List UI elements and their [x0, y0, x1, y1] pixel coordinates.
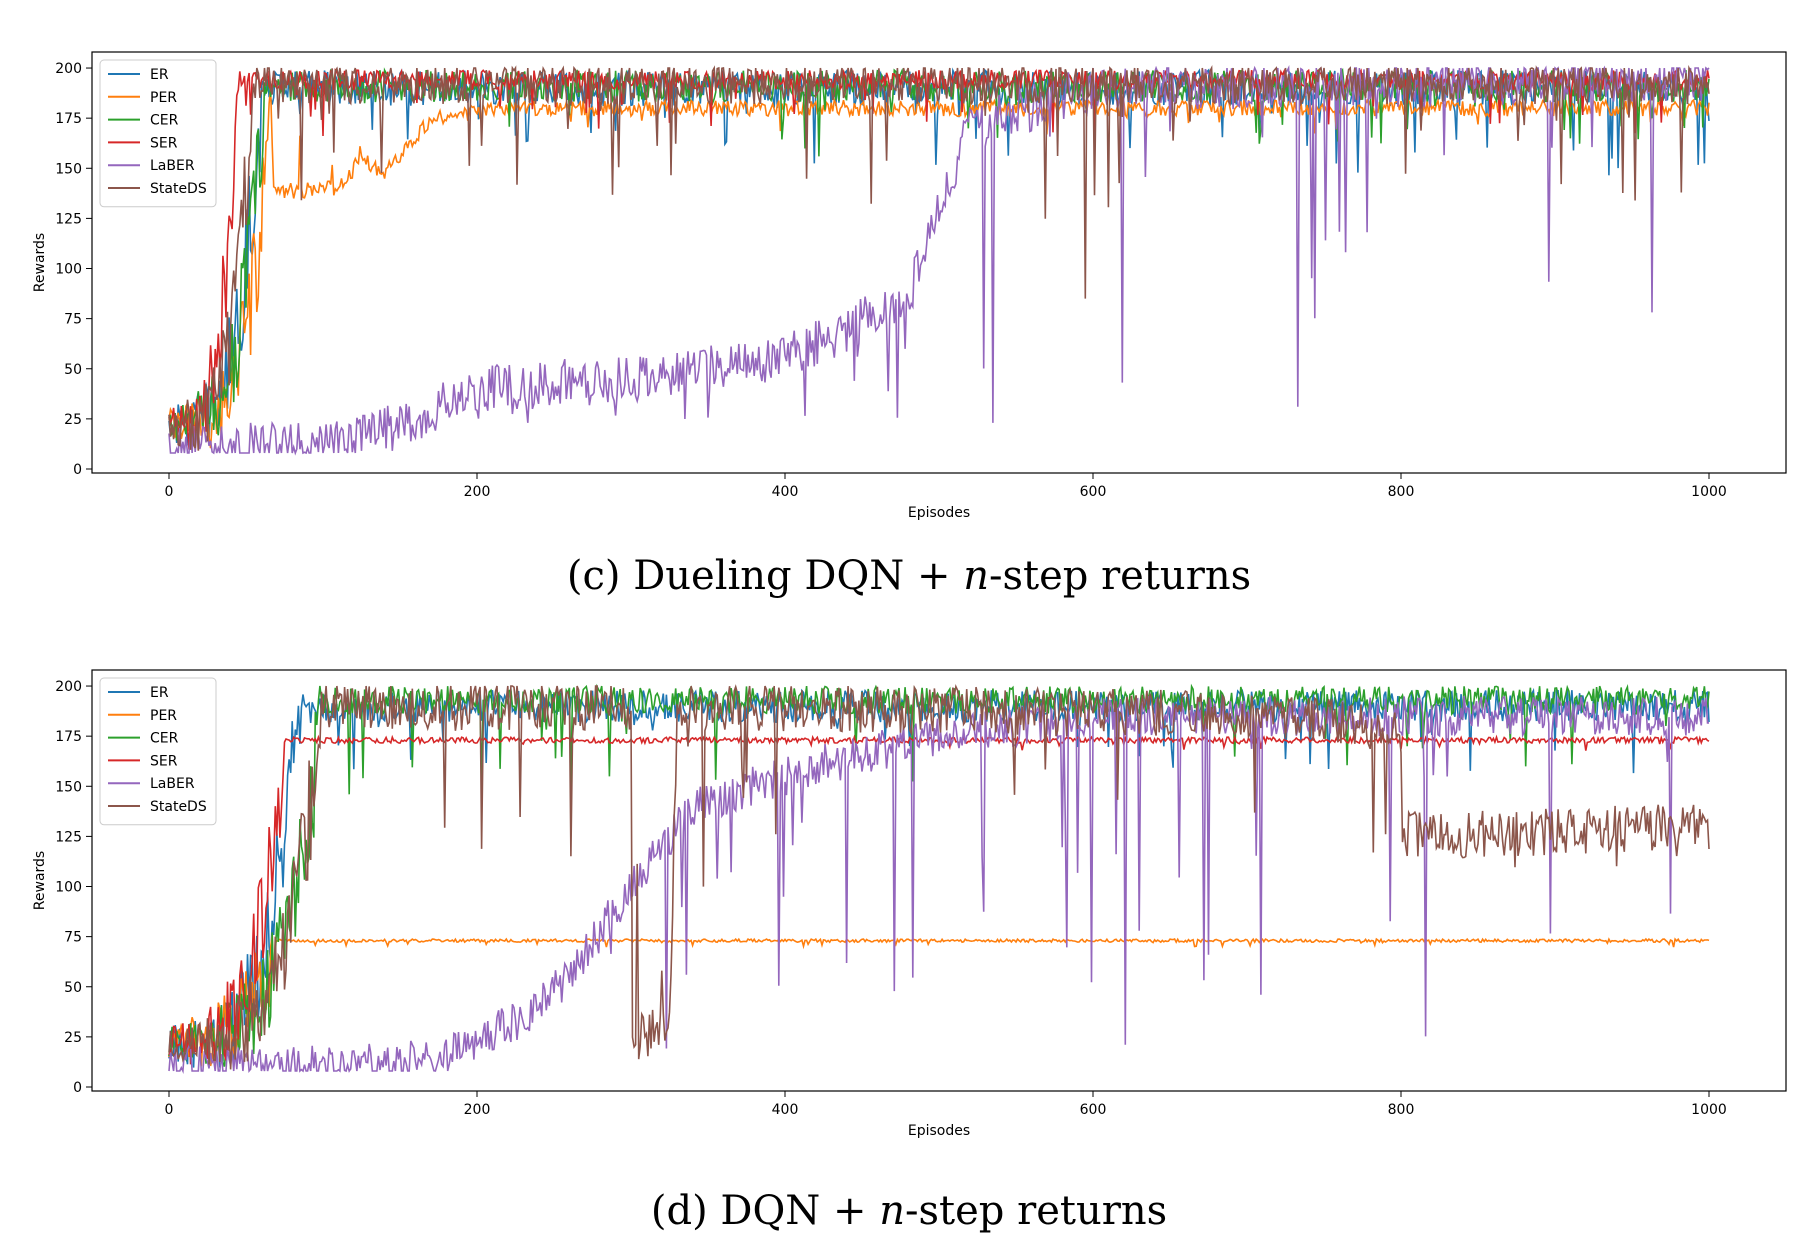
x-tick-label: 400 — [772, 484, 799, 500]
legend-label-stateds: StateDS — [150, 181, 207, 197]
caption-d: (d) DQN + n-step returns — [0, 1188, 1818, 1234]
y-tick-label: 75 — [64, 312, 82, 328]
x-tick-label: 0 — [165, 1102, 174, 1118]
legend-label-cer: CER — [150, 113, 179, 129]
y-axis-title: Rewards — [32, 851, 48, 910]
series-line-per — [168, 87, 1710, 449]
x-tick-label: 800 — [1388, 484, 1415, 500]
caption-c: (c) Dueling DQN + n-step returns — [0, 553, 1818, 599]
y-tick-label: 200 — [55, 61, 82, 77]
caption-d-prefix: (d) DQN + — [650, 1188, 880, 1234]
caption-d-italic: n — [879, 1188, 905, 1234]
x-tick-label: 200 — [464, 484, 491, 500]
y-tick-label: 100 — [55, 880, 82, 896]
legend-label-stateds: StateDS — [150, 799, 207, 815]
x-tick-label: 800 — [1388, 1102, 1415, 1118]
series-line-cer — [168, 67, 1710, 447]
y-tick-label: 175 — [55, 111, 82, 127]
caption-c-prefix: (c) Dueling DQN + — [566, 553, 964, 599]
y-tick-label: 25 — [64, 1030, 82, 1046]
series-line-per — [168, 934, 1710, 1067]
legend-label-ser: SER — [150, 135, 178, 151]
caption-d-suffix: -step returns — [904, 1188, 1168, 1234]
y-tick-label: 125 — [55, 829, 82, 845]
chart-panel-d: 0 200 400 600 800 1000 0 25 50 75 100 125 150 175 200 E… — [0, 618, 1818, 1236]
y-tick-label: 150 — [55, 779, 82, 795]
legend: ER PER CER SER LaBER StateDS — [99, 59, 217, 208]
legend-label-er: ER — [150, 67, 169, 83]
legend: ER PER CER SER LaBER StateDS — [99, 677, 217, 826]
plot-area — [168, 683, 1710, 1075]
legend-label-per: PER — [150, 90, 177, 106]
series-line-cer — [168, 683, 1710, 1067]
x-tick-label: 1000 — [1691, 484, 1727, 500]
y-tick-label: 0 — [73, 462, 82, 478]
caption-c-italic: n — [963, 553, 989, 599]
chart-panel-c: 0 200 400 600 800 1000 0 25 50 75 100 125 150 175 200 E… — [0, 51, 1818, 599]
x-axis-title: Episodes — [908, 1123, 970, 1139]
legend-label-per: PER — [150, 708, 177, 724]
x-tick-label: 400 — [772, 1102, 799, 1118]
y-tick-label: 25 — [64, 412, 82, 428]
series-line-ser — [168, 734, 1710, 1065]
x-tick-label: 600 — [1080, 1102, 1107, 1118]
series-line-stateds — [168, 64, 1710, 451]
x-axis-title: Episodes — [908, 505, 970, 521]
chart-d: 0 200 400 600 800 1000 0 25 50 75 100 125 150 175 200 E… — [32, 669, 1787, 1139]
legend-label-ser: SER — [150, 753, 178, 769]
series-line-laber — [168, 64, 1710, 456]
legend-label-er: ER — [150, 685, 169, 701]
y-tick-label: 75 — [64, 930, 82, 946]
plot-area — [168, 64, 1710, 456]
series-line-ser — [168, 68, 1710, 451]
plot-frame — [91, 51, 1787, 474]
y-tick-label: 175 — [55, 729, 82, 745]
x-tick-label: 1000 — [1691, 1102, 1727, 1118]
y-tick-label: 50 — [64, 362, 82, 378]
y-tick-label: 125 — [55, 211, 82, 227]
y-tick-label: 50 — [64, 980, 82, 996]
series-line-er — [168, 67, 1710, 448]
caption-c-suffix: -step returns — [988, 553, 1252, 599]
y-tick-label: 200 — [55, 679, 82, 695]
legend-label-laber: LaBER — [150, 776, 195, 792]
plot-frame — [91, 669, 1787, 1092]
x-tick-label: 200 — [464, 1102, 491, 1118]
legend-label-cer: CER — [150, 731, 179, 747]
y-tick-label: 100 — [55, 262, 82, 278]
x-tick-label: 600 — [1080, 484, 1107, 500]
series-line-laber — [168, 695, 1709, 1075]
legend-label-laber: LaBER — [150, 158, 195, 174]
y-tick-label: 0 — [73, 1080, 82, 1096]
y-axis-title: Rewards — [32, 233, 48, 292]
x-tick-label: 0 — [165, 484, 174, 500]
y-tick-label: 150 — [55, 161, 82, 177]
series-line-stateds — [168, 683, 1710, 1070]
chart-c: 0 200 400 600 800 1000 0 25 50 75 100 125 150 175 200 E… — [32, 51, 1787, 521]
